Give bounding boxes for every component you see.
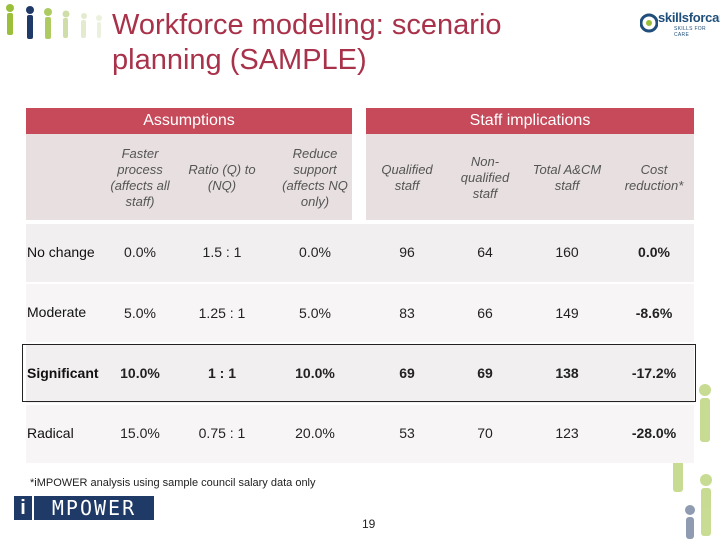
- table-cell: 66: [477, 305, 493, 321]
- table-cell: 149: [555, 305, 579, 321]
- table-cell: -8.6%: [635, 305, 673, 321]
- skillsforcare-logo: skillsforcare SKILLS FOR CARE: [640, 6, 720, 42]
- table-cell: 0.0%: [638, 244, 670, 260]
- table-cell: 10.0%: [120, 365, 160, 381]
- impower-logo-text: MPOWER: [34, 496, 154, 520]
- table-cell: 1.5 : 1: [202, 244, 242, 260]
- row-label-radical: Radical: [27, 425, 74, 441]
- table-row-band: [26, 224, 694, 282]
- logo-text: skillsforcare: [658, 10, 720, 25]
- impower-logo-i: i: [14, 496, 32, 520]
- col-header-faster-process: Faster process (affects all staff): [110, 146, 170, 209]
- table-cell: 160: [555, 244, 579, 260]
- row-label-no-change: No change: [27, 244, 95, 260]
- table-cell: 5.0%: [299, 305, 331, 321]
- col-header-cost-reduction: Cost reduction*: [624, 162, 684, 193]
- col-header-reduce-support: Reduce support (affects NQ only): [282, 146, 348, 209]
- table-cell: -28.0%: [631, 425, 677, 441]
- col-header-total: Total A&CM staff: [532, 162, 602, 193]
- table-row-band: [26, 284, 694, 342]
- table-cell: 69: [477, 365, 493, 381]
- table-cell: -17.2%: [631, 365, 677, 381]
- table-row-band: [26, 405, 694, 463]
- logo-swirl-icon: [640, 13, 658, 33]
- table-cell: 70: [477, 425, 493, 441]
- table-cell: 83: [399, 305, 415, 321]
- table-cell: 1.25 : 1: [198, 305, 246, 321]
- logo-tagline: SKILLS FOR CARE: [674, 26, 706, 38]
- significant-row-highlight: [22, 344, 696, 402]
- page-number: 19: [362, 517, 376, 531]
- table-cell: 64: [477, 244, 493, 260]
- table-cell: 0.0%: [124, 244, 156, 260]
- staff-implications-header: Staff implications: [366, 108, 694, 134]
- table-cell: 96: [399, 244, 415, 260]
- table-cell: 20.0%: [295, 425, 335, 441]
- table-cell: 138: [555, 365, 579, 381]
- row-label-moderate: Moderate: [27, 304, 87, 320]
- table-cell: 123: [555, 425, 579, 441]
- table-cell: 1 : 1: [207, 365, 236, 381]
- table-row-band: [26, 345, 694, 403]
- table-cell: 69: [399, 365, 415, 381]
- table-cell: 53: [399, 425, 415, 441]
- row-label-significant: Significant: [27, 365, 99, 381]
- assumptions-subheader-bg: [26, 134, 352, 220]
- assumptions-header: Assumptions: [26, 108, 352, 134]
- footnote: *iMPOWER analysis using sample council s…: [30, 477, 316, 489]
- table-cell: 5.0%: [124, 305, 156, 321]
- implications-subheader-bg: [366, 134, 694, 220]
- table-cell: 0.0%: [299, 244, 331, 260]
- table-cell: 10.0%: [295, 365, 335, 381]
- col-header-non-qualified: Non-qualified staff: [460, 154, 510, 201]
- impower-logo: i MPOWER: [14, 496, 154, 520]
- col-header-ratio: Ratio (Q) to (NQ): [188, 162, 256, 193]
- table-cell: 15.0%: [120, 425, 160, 441]
- people-figures-icon: [6, 4, 102, 39]
- page-title: Workforce modelling: scenario planning (…: [112, 9, 502, 76]
- table-cell: 0.75 : 1: [198, 425, 246, 441]
- col-header-qualified: Qualified staff: [381, 162, 433, 193]
